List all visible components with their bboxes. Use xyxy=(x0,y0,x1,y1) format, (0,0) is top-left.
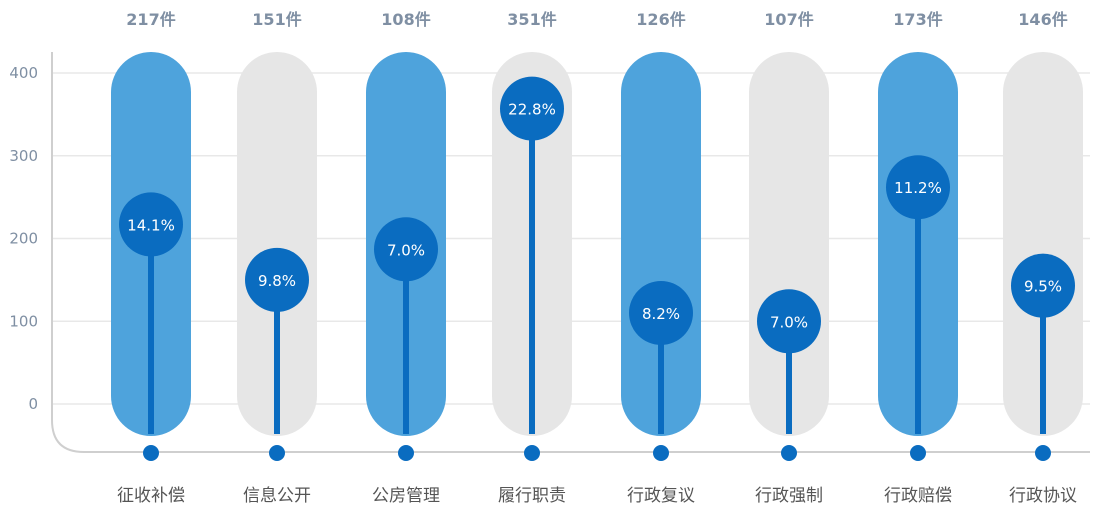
percent-marker xyxy=(119,192,183,257)
count-label: 173件 xyxy=(893,10,942,29)
stems-layer xyxy=(119,76,1075,461)
category-label: 公房管理 xyxy=(372,486,440,506)
category-label: 行政复议 xyxy=(627,486,695,506)
baseline-dot xyxy=(653,445,669,461)
baseline-dot xyxy=(398,445,414,461)
category-label: 行政赔偿 xyxy=(884,486,952,506)
count-label: 126件 xyxy=(636,10,685,29)
count-label: 351件 xyxy=(507,10,556,29)
percent-label: 9.8% xyxy=(258,272,296,290)
percent-marker xyxy=(374,217,438,282)
category-label: 征收补偿 xyxy=(117,486,185,506)
baseline-dot xyxy=(143,445,159,461)
count-label: 151件 xyxy=(252,10,301,29)
baseline-dot xyxy=(269,445,285,461)
bar xyxy=(1003,52,1083,436)
percent-marker xyxy=(500,76,564,141)
axis-layer: 0 100 200 300 400 xyxy=(9,52,1090,453)
percent-label: 11.2% xyxy=(894,179,942,197)
count-label: 146件 xyxy=(1018,10,1067,29)
y-tick-label: 200 xyxy=(9,230,38,248)
percent-marker xyxy=(886,155,950,220)
percent-marker xyxy=(1011,253,1075,318)
baseline-dot xyxy=(524,445,540,461)
percent-label: 7.0% xyxy=(770,313,808,331)
bar xyxy=(237,52,317,436)
percent-label: 14.1% xyxy=(127,216,175,234)
bars-layer xyxy=(111,52,1083,436)
percent-label: 8.2% xyxy=(642,305,680,323)
baseline-dot xyxy=(781,445,797,461)
percent-marker xyxy=(757,289,821,354)
percent-label: 22.8% xyxy=(508,101,556,119)
percent-label: 9.5% xyxy=(1024,278,1062,296)
percent-marker xyxy=(245,247,309,312)
baseline-dot xyxy=(1035,445,1051,461)
category-label: 履行职责 xyxy=(498,486,566,506)
bar xyxy=(621,52,701,436)
category-label: 行政强制 xyxy=(755,486,823,506)
percent-marker xyxy=(629,280,693,345)
y-tick-label: 400 xyxy=(9,64,38,82)
y-tick-label: 300 xyxy=(9,147,38,165)
y-tick-label: 100 xyxy=(9,312,38,330)
count-label: 107件 xyxy=(764,10,813,29)
percent-label: 7.0% xyxy=(387,241,425,259)
category-label: 行政协议 xyxy=(1009,486,1077,506)
category-label: 信息公开 xyxy=(243,486,311,506)
baseline-dot xyxy=(910,445,926,461)
count-label: 217件 xyxy=(126,10,175,29)
y-tick-label: 0 xyxy=(28,395,38,413)
count-label: 108件 xyxy=(381,10,430,29)
axis-line xyxy=(51,52,1090,453)
